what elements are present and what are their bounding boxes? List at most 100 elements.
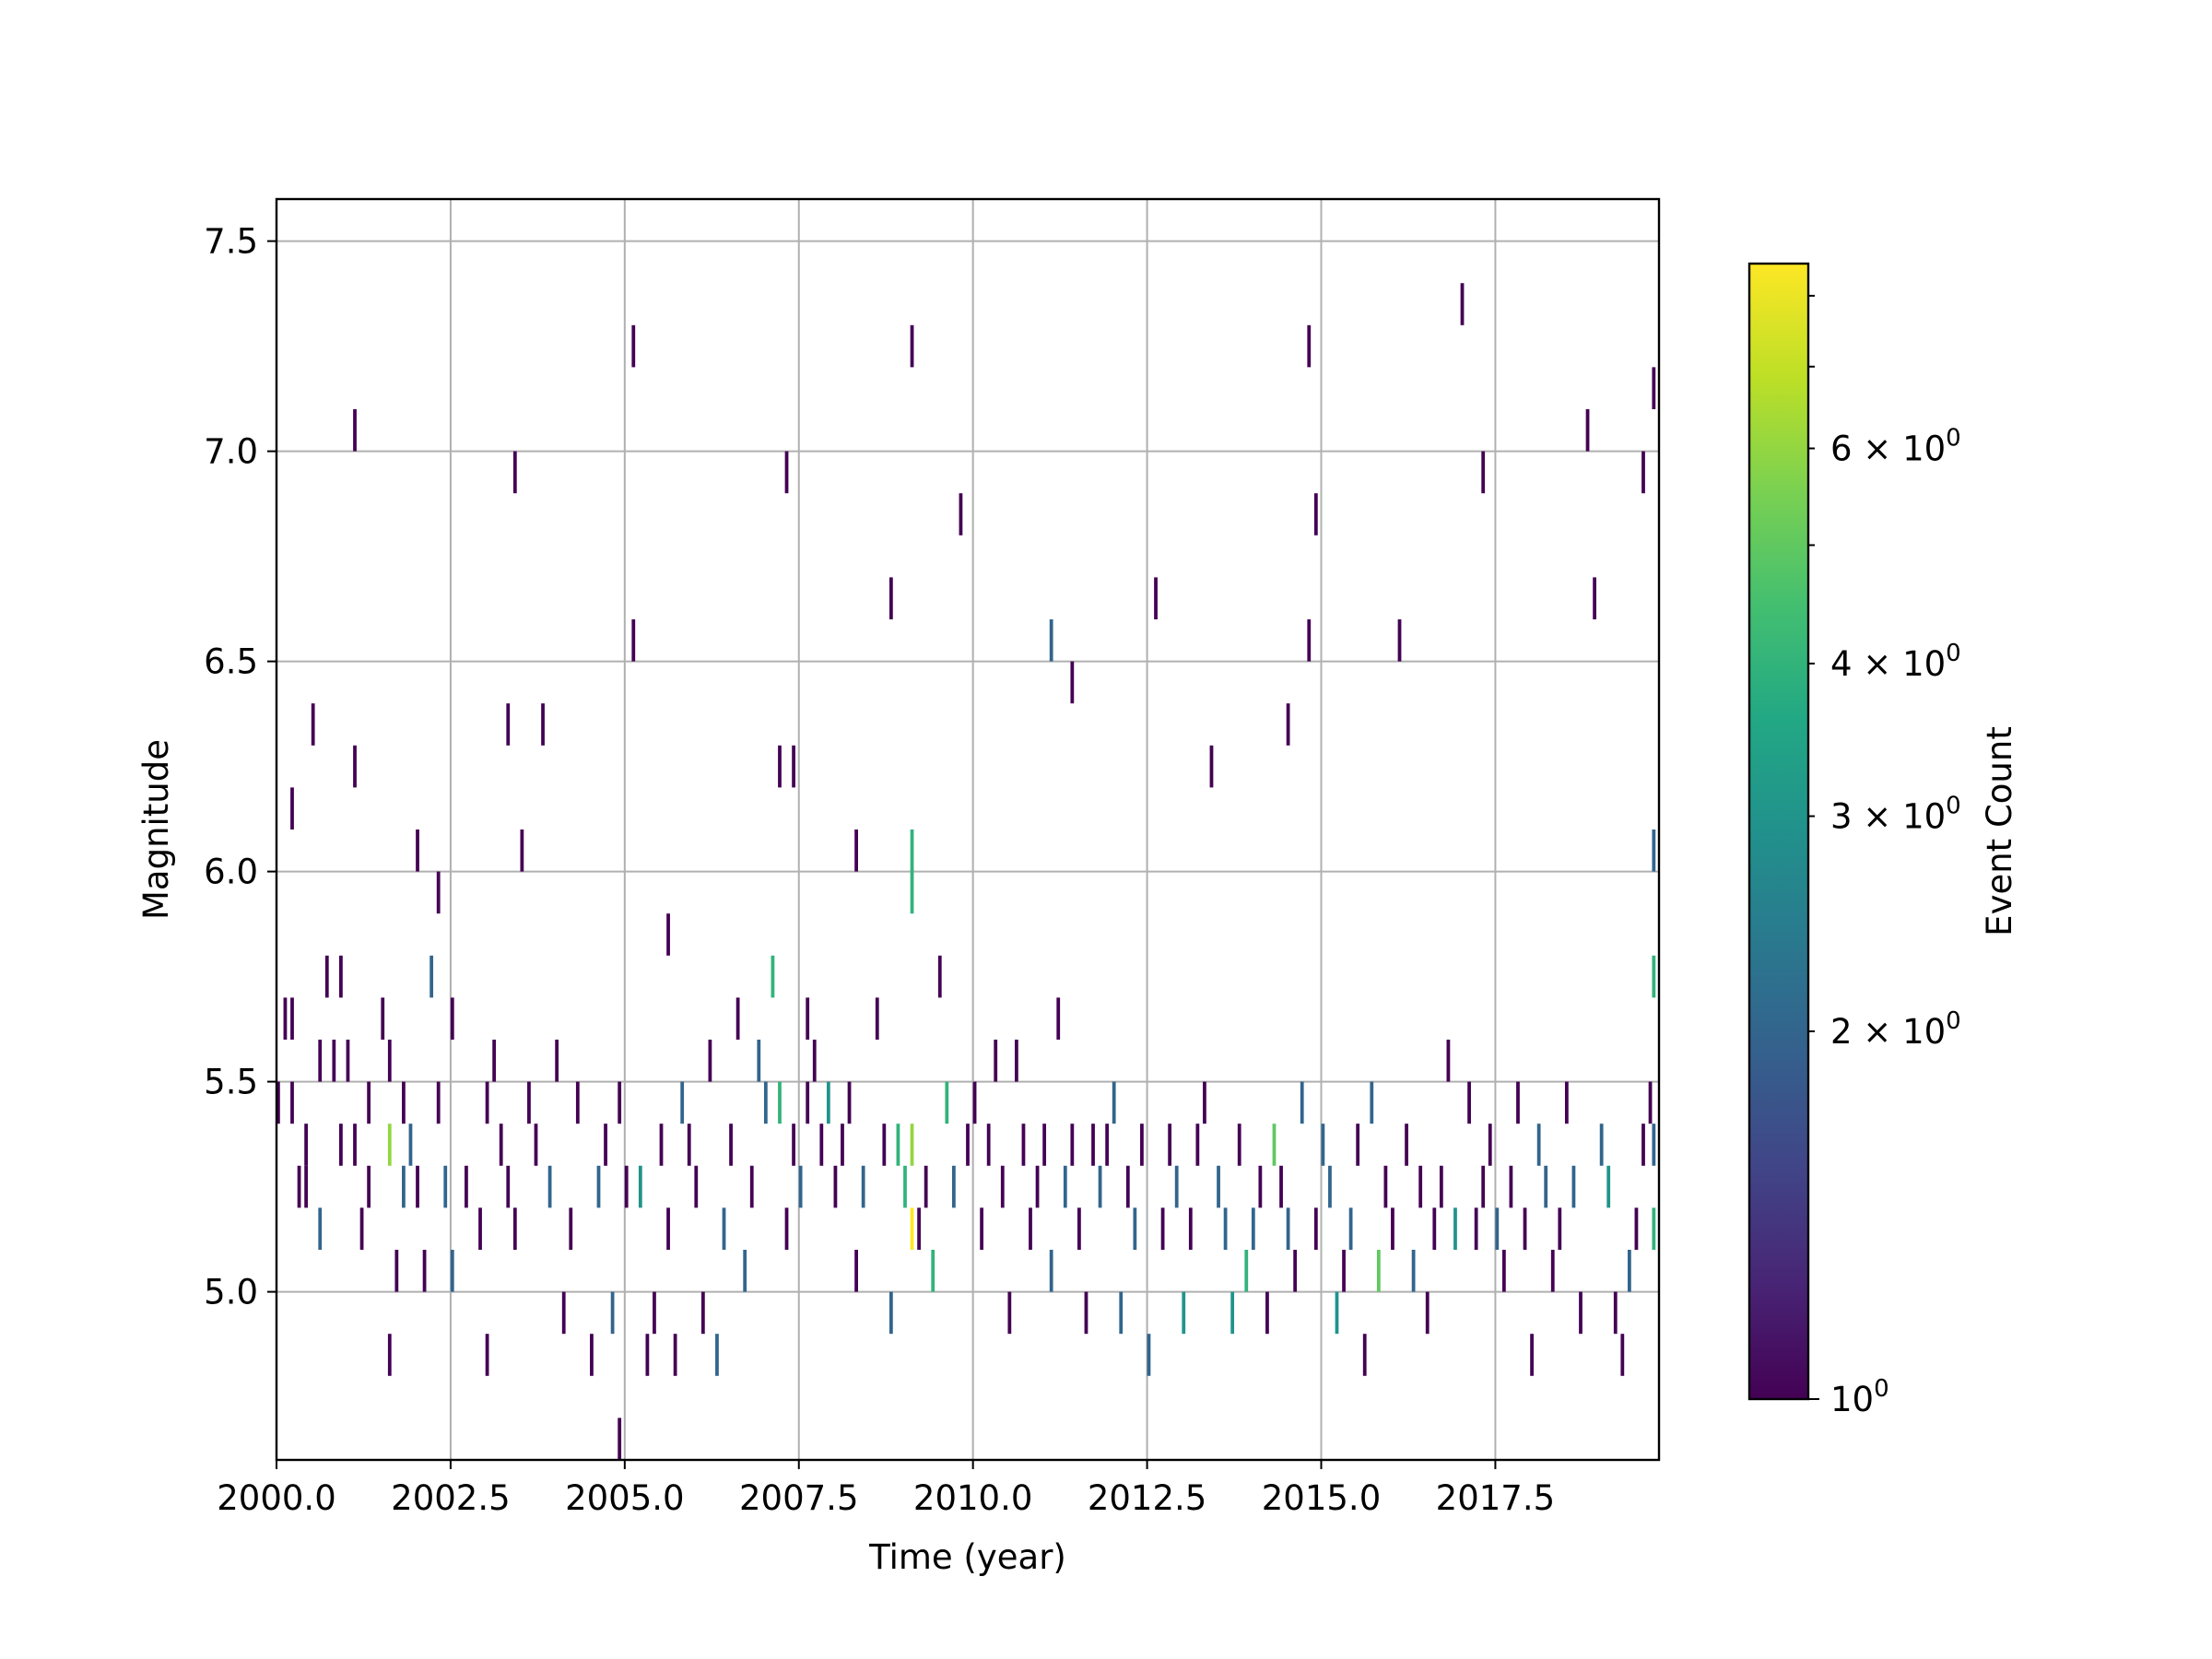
heatmap-cell <box>290 997 294 1040</box>
heatmap-cell <box>784 1207 789 1250</box>
heatmap-cell <box>1244 1250 1249 1292</box>
heatmap-cell <box>798 1165 803 1208</box>
heatmap-cell <box>1652 1124 1656 1166</box>
x-tick-label: 2017.5 <box>1436 1478 1555 1518</box>
heatmap-cell <box>304 1165 309 1208</box>
heatmap-cell <box>680 1081 685 1124</box>
x-tick-label: 2007.5 <box>739 1478 858 1518</box>
heatmap-cell <box>1342 1250 1346 1292</box>
heatmap-cell <box>1070 1124 1075 1166</box>
heatmap-cell <box>478 1207 482 1250</box>
heatmap-cell <box>569 1207 573 1250</box>
heatmap-cell <box>1641 451 1645 494</box>
heatmap-cell <box>792 1124 795 1166</box>
heatmap-cell <box>1335 1291 1339 1335</box>
heatmap-cell <box>381 997 385 1040</box>
heatmap-cell <box>1501 1250 1506 1292</box>
heatmap-cell <box>910 830 914 872</box>
heatmap-cell <box>1516 1081 1520 1124</box>
heatmap-cell <box>966 1124 970 1166</box>
heatmap-cell <box>1307 324 1312 368</box>
heatmap-cell <box>402 1081 406 1124</box>
heatmap-cell <box>1321 1124 1325 1166</box>
heatmap-cell <box>367 1165 371 1208</box>
colorbar-tick-label: 4 × 100 <box>1830 640 1961 684</box>
heatmap-cell <box>318 1207 323 1250</box>
heatmap-cell <box>1460 283 1465 325</box>
heatmap-cell <box>1606 1165 1611 1208</box>
heatmap-cell <box>1105 1124 1110 1166</box>
heatmap-cell <box>465 1165 468 1208</box>
heatmap-cell <box>653 1291 656 1335</box>
heatmap-cell <box>387 1334 392 1376</box>
heatmap-cell <box>749 1165 754 1208</box>
heatmap-cell <box>994 1040 998 1082</box>
heatmap-cell <box>812 1040 817 1082</box>
heatmap-cell <box>1641 1124 1645 1166</box>
heatmap-cell <box>512 451 517 494</box>
heatmap-cell <box>1523 1207 1527 1250</box>
heatmap-cell <box>1049 1250 1053 1292</box>
heatmap-cell <box>1425 1291 1430 1335</box>
heatmap-cell <box>1488 1124 1492 1166</box>
heatmap-cell <box>1119 1291 1124 1335</box>
heatmap-cell <box>290 1081 294 1124</box>
y-axis-label: Magnitude <box>136 739 176 920</box>
heatmap-cell <box>547 1165 552 1208</box>
heatmap-cell <box>1370 1081 1374 1124</box>
heatmap-cell <box>1593 577 1596 619</box>
heatmap-cell <box>937 955 942 998</box>
heatmap-cell <box>729 1124 733 1166</box>
heatmap-cell <box>561 1291 566 1335</box>
heatmap-cell <box>847 1081 852 1124</box>
heatmap-cell <box>1481 451 1486 494</box>
heatmap-cell <box>1251 1207 1255 1250</box>
heatmap-cell <box>353 409 357 452</box>
heatmap-cell <box>408 1124 413 1166</box>
heatmap-cell <box>1648 1081 1653 1124</box>
heatmap-cell <box>986 1124 991 1166</box>
heatmap-cell <box>757 1040 761 1082</box>
heatmap-cell <box>1035 1165 1040 1208</box>
heatmap-cell <box>443 1165 448 1208</box>
heatmap-cell <box>422 1250 427 1292</box>
heatmap-cell <box>492 1040 497 1082</box>
heatmap-cell <box>931 1250 935 1292</box>
heatmap-cell <box>896 1124 900 1166</box>
heatmap-cell <box>945 1081 949 1124</box>
heatmap-cell <box>290 787 294 830</box>
heatmap-cell <box>1558 1207 1562 1250</box>
heatmap-cell <box>841 1124 844 1166</box>
heatmap-cell <box>1383 1165 1388 1208</box>
heatmap-cell <box>604 1124 607 1166</box>
colorbar-gradient <box>1747 262 1810 1401</box>
heatmap-cell <box>806 997 810 1040</box>
heatmap-cell <box>1585 409 1590 452</box>
y-tick-label: 6.5 <box>204 642 258 682</box>
heatmap-cell <box>1293 1250 1298 1292</box>
heatmap-cell <box>1328 1165 1332 1208</box>
heatmap-cell <box>959 493 963 535</box>
heatmap-cell <box>318 1040 323 1082</box>
heatmap-cell <box>1348 1207 1353 1250</box>
heatmap-cell <box>485 1081 489 1124</box>
heatmap-cell <box>1084 1291 1088 1335</box>
heatmap-cell <box>694 1165 699 1208</box>
heatmap-cell <box>833 1165 838 1208</box>
x-axis-label: Time (year) <box>868 1537 1066 1577</box>
y-tick-label: 5.5 <box>204 1063 258 1102</box>
heatmap-cell <box>1571 1165 1576 1208</box>
heatmap-cell <box>1446 1040 1451 1082</box>
heatmap-cell <box>1652 955 1656 998</box>
heatmap-cell <box>778 745 782 788</box>
heatmap-cell <box>1634 1207 1639 1250</box>
heatmap-cell <box>297 1165 301 1208</box>
heatmap-cell <box>735 997 740 1040</box>
y-tick-label: 6.0 <box>204 853 258 892</box>
heatmap-cell <box>1049 619 1053 662</box>
heatmap-cell <box>1015 1040 1018 1082</box>
heatmap-cell <box>1098 1165 1102 1208</box>
heatmap-cell <box>903 1165 907 1208</box>
heatmap-cell <box>1279 1165 1283 1208</box>
colorbar-label: Event Count <box>1980 726 2019 936</box>
